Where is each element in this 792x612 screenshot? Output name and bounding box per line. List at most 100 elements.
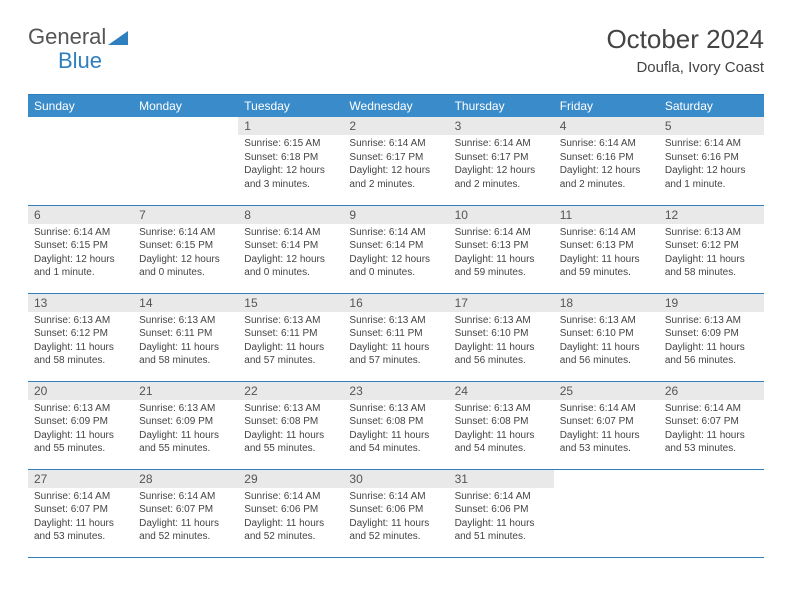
sunrise-line: Sunrise: 6:13 AM <box>139 403 215 414</box>
day-number: 19 <box>659 294 764 312</box>
sunset-line: Sunset: 6:09 PM <box>665 328 739 339</box>
calendar-cell: 16Sunrise: 6:13 AMSunset: 6:11 PMDayligh… <box>343 293 448 381</box>
sunset-line: Sunset: 6:18 PM <box>244 152 318 163</box>
calendar-cell <box>659 469 764 557</box>
cell-body: Sunrise: 6:14 AMSunset: 6:15 PMDaylight:… <box>28 224 133 284</box>
daylight-line: Daylight: 11 hours and 58 minutes. <box>139 342 219 367</box>
sunset-line: Sunset: 6:16 PM <box>665 152 739 163</box>
daylight-line: Daylight: 11 hours and 52 minutes. <box>349 518 429 543</box>
sunrise-line: Sunrise: 6:14 AM <box>455 138 531 149</box>
sunset-line: Sunset: 6:06 PM <box>455 504 529 515</box>
sunrise-line: Sunrise: 6:13 AM <box>455 315 531 326</box>
cell-body: Sunrise: 6:13 AM Sunset: 6:09 PM Daylight:… <box>133 400 238 460</box>
month-title: October 2024 <box>606 24 764 55</box>
calendar-cell: 11 Sunrise: 6:14 AM Sunset: 6:13 PM Dayligh… <box>554 205 659 293</box>
table-row: 27Sunrise: 6:14 AMSunset: 6:07 PMDayligh… <box>28 469 764 557</box>
logo-text-blue: Blue <box>58 48 102 74</box>
day-header: Thursday <box>449 95 554 118</box>
cell-body: Sunrise: 6:13 AMSunset: 6:10 PMDaylight:… <box>449 312 554 372</box>
daylight-line: Daylight: 12 hours and 3 minutes. <box>244 165 325 190</box>
calendar-head: SundayMondayTuesdayWednesdayThursdayFrid… <box>28 95 764 118</box>
daylight-line: Daylight: 11 hours and 56 minutes. <box>560 342 640 367</box>
sunrise-line: Sunrise: 6:13 AM <box>349 315 425 326</box>
daylight-line: Daylight: 12 hours and 2 minutes. <box>455 165 536 190</box>
sunrise-line: Sunrise: 6:14 AM <box>560 227 636 238</box>
day-header: Friday <box>554 95 659 118</box>
day-number: 8 <box>238 206 343 224</box>
daylight-line: Daylight: 12 hours and 0 minutes. <box>349 254 430 279</box>
sunset-line: Sunset: 6:17 PM <box>455 152 529 163</box>
sunset-line: Sunset: 6:07 PM <box>560 416 634 427</box>
day-number: 17 <box>449 294 554 312</box>
calendar-cell: 28Sunrise: 6:14 AMSunset: 6:07 PMDayligh… <box>133 469 238 557</box>
day-number: 14 <box>133 294 238 312</box>
header: General October 2024 Doufla, Ivory Coast <box>28 24 764 76</box>
sunrise-line: Sunrise: 6:14 AM <box>665 403 741 414</box>
day-number: 11 <box>554 206 659 224</box>
table-row: 6Sunrise: 6:14 AMSunset: 6:15 PMDaylight… <box>28 205 764 293</box>
daylight-line: Daylight: 11 hours and 53 minutes. <box>34 518 114 543</box>
day-number: 20 <box>28 382 133 400</box>
daylight-line: Daylight: 12 hours and 2 minutes. <box>560 165 641 190</box>
sunset-line: Sunset: 6:12 PM <box>34 328 108 339</box>
daylight-line: Daylight: 11 hours and 55 minutes. <box>139 430 219 455</box>
sunrise-line: Sunrise: 6:14 AM <box>455 227 531 238</box>
day-header: Saturday <box>659 95 764 118</box>
calendar-cell: 7Sunrise: 6:14 AMSunset: 6:15 PMDaylight… <box>133 205 238 293</box>
sunset-line: Sunset: 6:11 PM <box>244 328 317 339</box>
sunset-line: Sunset: 6:10 PM <box>560 328 634 339</box>
table-row: 1Sunrise: 6:15 AMSunset: 6:18 PMDaylight… <box>28 117 764 205</box>
cell-body: Sunrise: 6:13 AMSunset: 6:12 PMDaylight:… <box>28 312 133 372</box>
daylight-line: Daylight: 11 hours and 54 minutes. <box>455 430 535 455</box>
day-number: 9 <box>343 206 448 224</box>
sunset-line: Sunset: 6:06 PM <box>349 504 423 515</box>
daylight-line: Daylight: 11 hours and 59 minutes. <box>560 254 640 279</box>
calendar-cell: 12Sunrise: 6:13 AMSunset: 6:12 PMDayligh… <box>659 205 764 293</box>
sunrise-line: Sunrise: 6:13 AM <box>665 227 741 238</box>
daylight-line: Daylight: 12 hours and 0 minutes. <box>244 254 325 279</box>
daylight-line: Daylight: 11 hours and 54 minutes. <box>349 430 429 455</box>
sunrise-line: Sunrise: 6:14 AM <box>560 138 636 149</box>
day-number: 2 <box>343 117 448 135</box>
calendar-cell: 5Sunrise: 6:14 AMSunset: 6:16 PMDaylight… <box>659 117 764 205</box>
sunrise-line: Sunrise: 6:14 AM <box>349 138 425 149</box>
day-number: 6 <box>28 206 133 224</box>
cell-body: Sunrise: 6:13 AMSunset: 6:08 PMDaylight:… <box>449 400 554 460</box>
cell-body: Sunrise: 6:13 AM Sunset: 6:10 PM Daylight:… <box>554 312 659 372</box>
calendar-cell: 13Sunrise: 6:13 AMSunset: 6:12 PMDayligh… <box>28 293 133 381</box>
cell-body: Sunrise: 6:14 AMSunset: 6:07 PMDaylight:… <box>133 488 238 548</box>
day-number: 29 <box>238 470 343 488</box>
calendar-cell: 26Sunrise: 6:14 AMSunset: 6:07 PMDayligh… <box>659 381 764 469</box>
day-number: 13 <box>28 294 133 312</box>
sunset-line: Sunset: 6:09 PM <box>139 416 213 427</box>
calendar-cell: 10Sunrise: 6:14 AMSunset: 6:13 PMDayligh… <box>449 205 554 293</box>
calendar-cell <box>28 117 133 205</box>
day-number: 5 <box>659 117 764 135</box>
calendar-cell: 2Sunrise: 6:14 AMSunset: 6:17 PMDaylight… <box>343 117 448 205</box>
sunset-line: Sunset: 6:13 PM <box>560 240 634 251</box>
cell-body: Sunrise: 6:13 AMSunset: 6:12 PMDaylight:… <box>659 224 764 284</box>
day-number: 4 <box>554 117 659 135</box>
day-number: 21 <box>133 382 238 400</box>
sunset-line: Sunset: 6:13 PM <box>455 240 529 251</box>
sunset-line: Sunset: 6:14 PM <box>244 240 318 251</box>
day-number: 24 <box>449 382 554 400</box>
sunset-line: Sunset: 6:08 PM <box>349 416 423 427</box>
sunrise-line: Sunrise: 6:13 AM <box>349 403 425 414</box>
cell-body: Sunrise: 6:14 AMSunset: 6:13 PMDaylight:… <box>449 224 554 284</box>
calendar-cell: 14Sunrise: 6:13 AMSunset: 6:11 PMDayligh… <box>133 293 238 381</box>
calendar-cell <box>133 117 238 205</box>
cell-body: Sunrise: 6:14 AMSunset: 6:06 PMDaylight:… <box>343 488 448 548</box>
day-number: 3 <box>449 117 554 135</box>
cell-body: Sunrise: 6:13 AM Sunset: 6:08 PM Daylight:… <box>343 400 448 460</box>
sunset-line: Sunset: 6:06 PM <box>244 504 318 515</box>
sunrise-line: Sunrise: 6:13 AM <box>560 315 636 326</box>
daylight-line: Daylight: 12 hours and 0 minutes. <box>139 254 220 279</box>
calendar-cell: 6Sunrise: 6:14 AMSunset: 6:15 PMDaylight… <box>28 205 133 293</box>
daylight-line: Daylight: 11 hours and 55 minutes. <box>34 430 114 455</box>
sunset-line: Sunset: 6:07 PM <box>34 504 108 515</box>
cell-body: Sunrise: 6:14 AMSunset: 6:14 PMDaylight:… <box>343 224 448 284</box>
cell-body: Sunrise: 6:13 AMSunset: 6:08 PMDaylight:… <box>238 400 343 460</box>
logo: General <box>28 24 128 50</box>
sunrise-line: Sunrise: 6:14 AM <box>244 491 320 502</box>
